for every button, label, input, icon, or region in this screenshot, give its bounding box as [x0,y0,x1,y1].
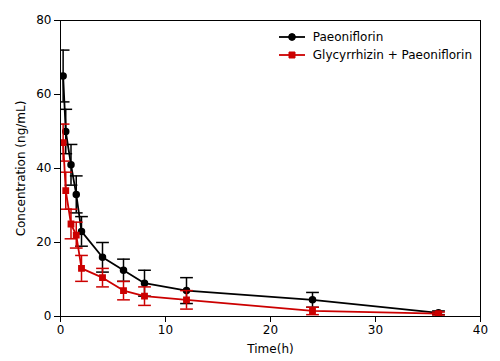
svg-text:60: 60 [36,87,51,101]
svg-text:40: 40 [473,323,488,337]
svg-text:80: 80 [36,13,51,27]
svg-text:20: 20 [36,235,51,249]
svg-text:40: 40 [36,161,51,175]
svg-text:0: 0 [57,323,65,337]
svg-text:10: 10 [158,323,173,337]
html-text:Paeoniflorin: Paeoniflorin [312,30,384,44]
svg-text:0: 0 [44,309,52,323]
svg-text:30: 30 [368,323,383,337]
svg-text:20: 20 [263,323,278,337]
html-text:Glycyrrhizin + Paeoniflorin: Glycyrrhizin + Paeoniflorin [312,48,472,62]
svg-text:Time(h): Time(h) [246,342,293,356]
svg-text:Concentration (ng/mL): Concentration (ng/mL) [14,101,28,237]
